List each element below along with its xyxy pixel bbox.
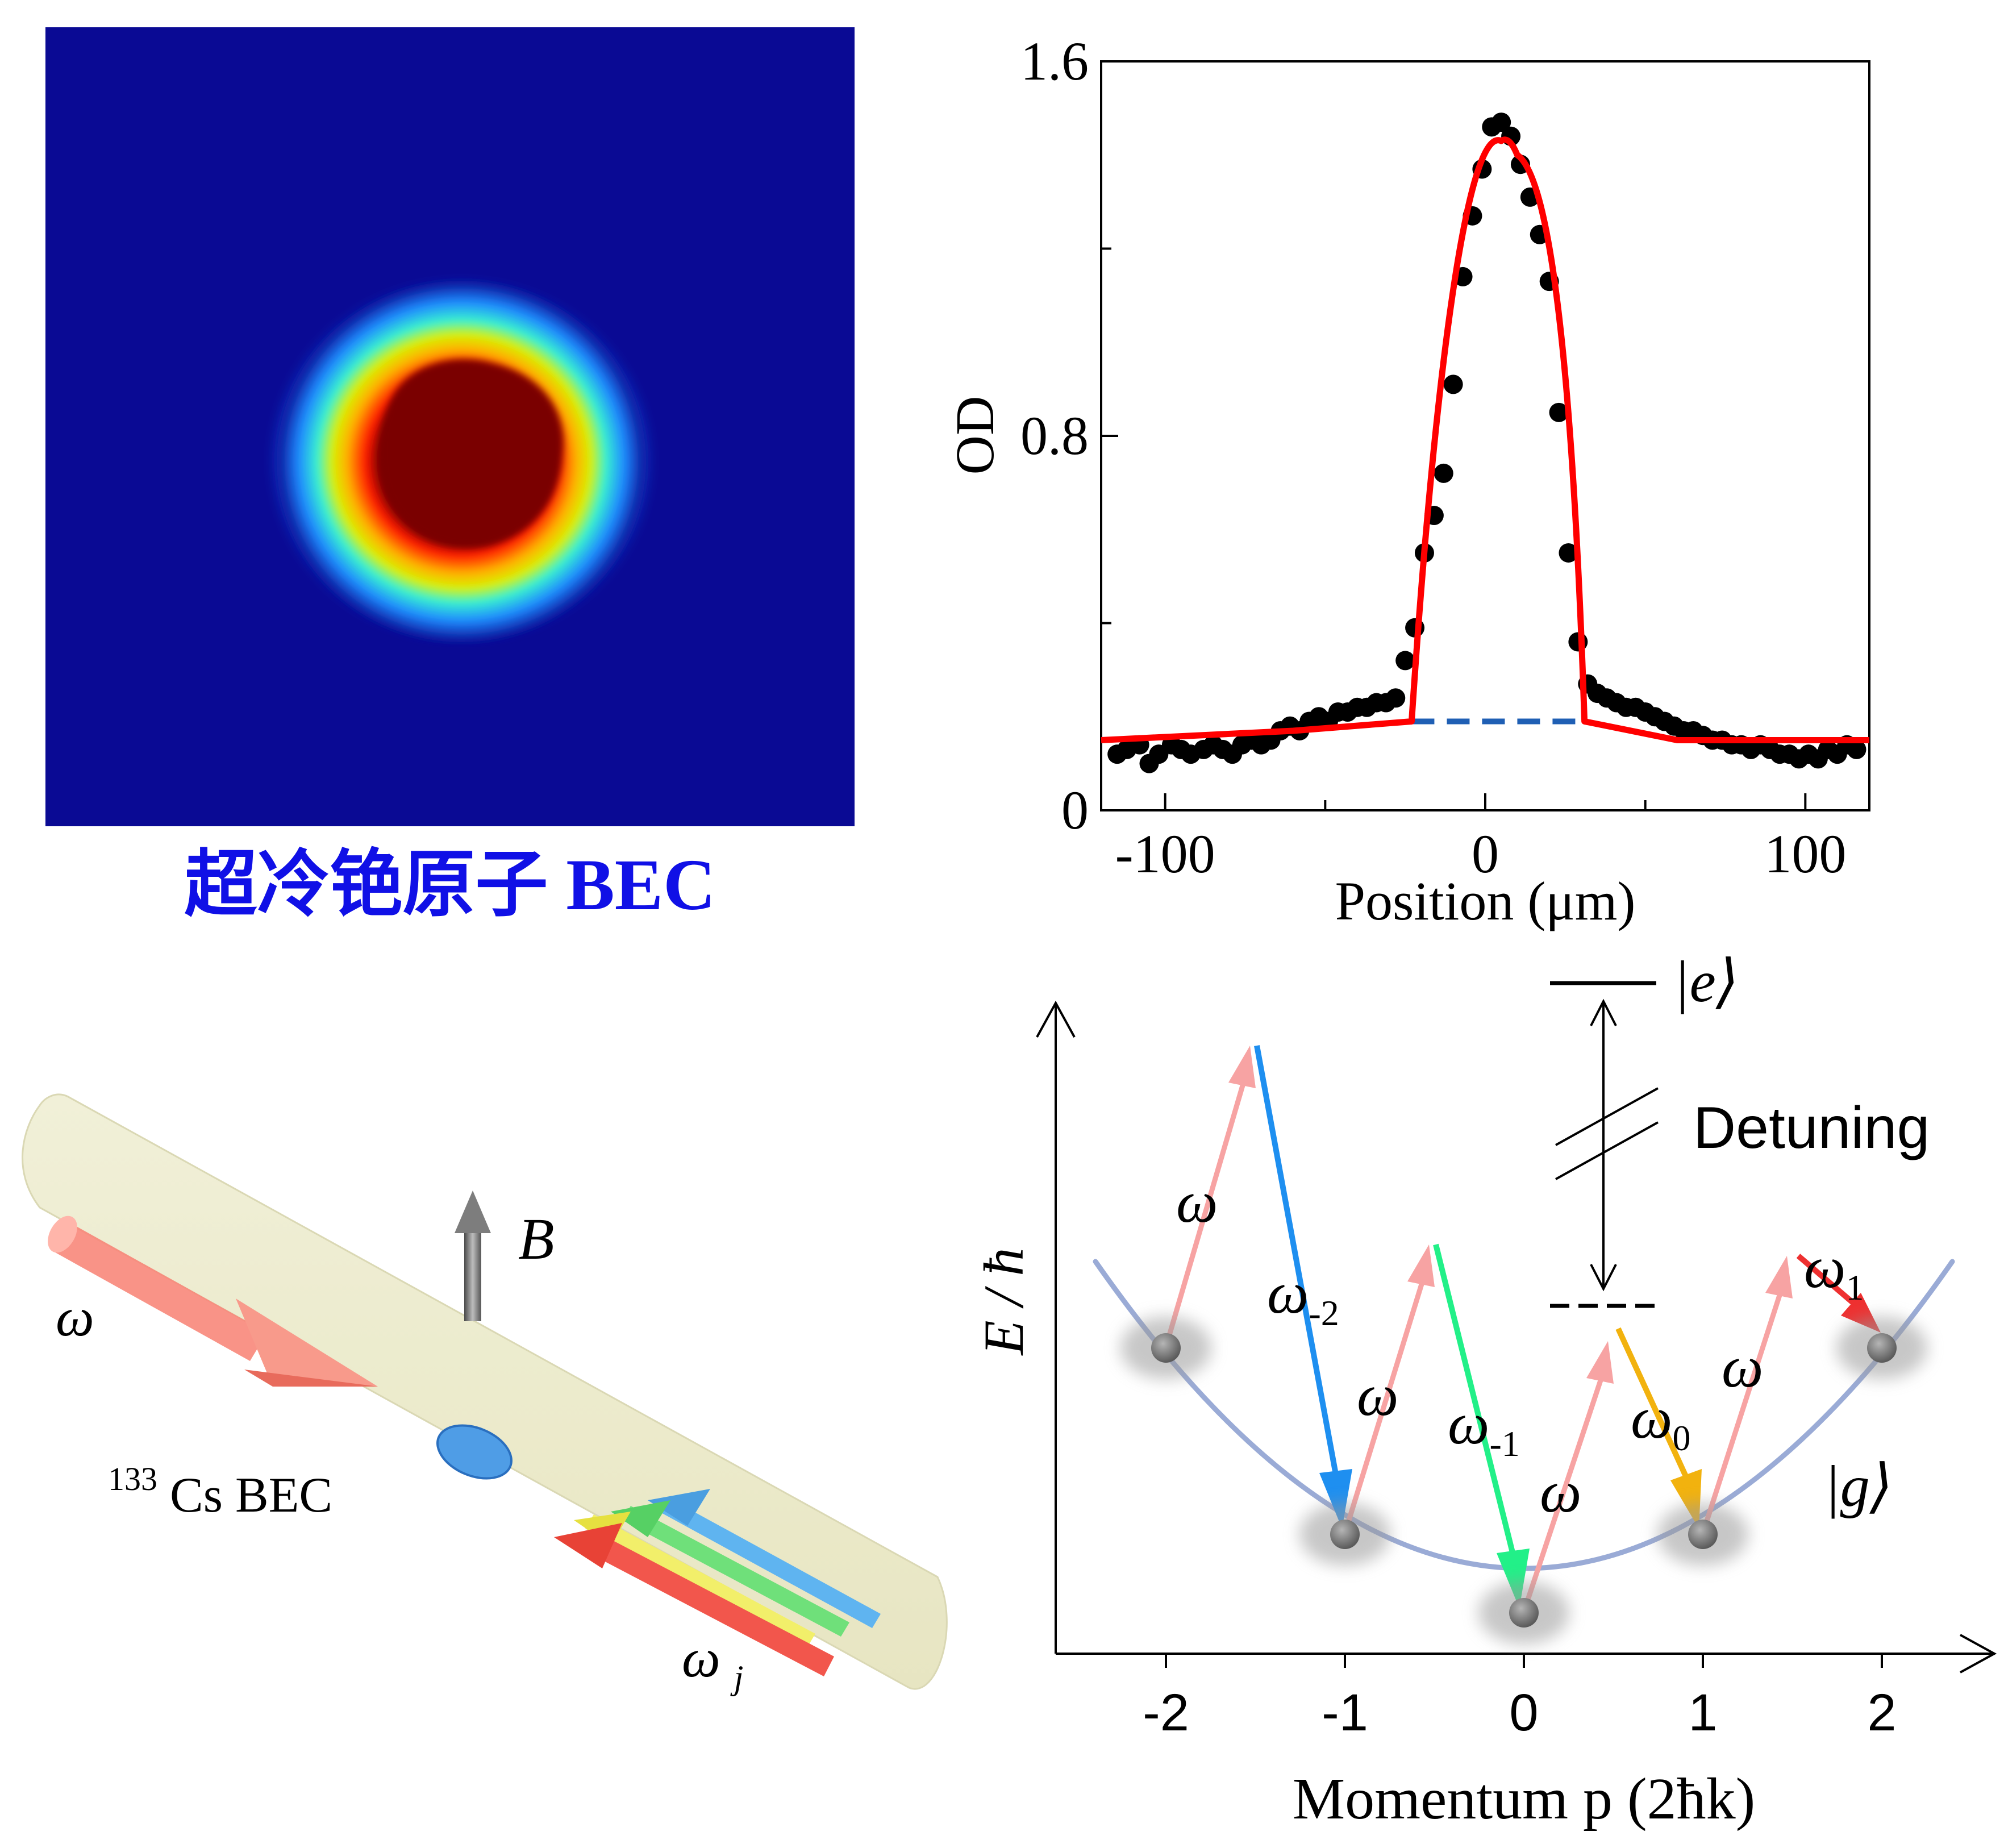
omega-minus1-base: ω	[1448, 1391, 1489, 1456]
state-dot-m2	[1151, 1333, 1181, 1363]
bec-species-label: 133 Cs BEC	[108, 1446, 332, 1523]
data-point	[1847, 739, 1866, 759]
momentum-ticks	[1165, 1654, 1883, 1668]
probe-beam-bundle	[554, 1489, 881, 1676]
pump-omega-label-1: ω	[1176, 1169, 1218, 1235]
ground-state-dispersion	[1093, 1259, 1955, 1571]
state-dot-2	[1867, 1333, 1897, 1363]
data-points	[1107, 113, 1866, 773]
axis-break-mark	[1555, 1087, 1659, 1146]
od-profile-chart: -100 0 100 0 0.8 1.6 Position (μm) OD	[944, 31, 1870, 931]
data-point	[1549, 402, 1569, 422]
energy-momentum-diagram: -2 -1 0 1 2 Momentum p (2ħk) E / ħ |e⟩ D…	[972, 949, 1997, 1832]
species-name: Cs BEC	[170, 1468, 332, 1523]
momentum-state-dots	[1120, 1317, 1927, 1644]
magnetic-field-label: B	[518, 1206, 555, 1272]
omega-0-label: ω0	[1631, 1385, 1690, 1458]
momentum-axis-arrowhead	[1960, 1634, 1997, 1674]
tick-label-1: 1	[1688, 1684, 1717, 1742]
omega-minus1-sub: -1	[1489, 1424, 1519, 1464]
pump-omega-label-4: ω	[1722, 1334, 1763, 1400]
pump-beam-arrow	[48, 1216, 378, 1387]
omega-1-base: ω	[1804, 1235, 1845, 1300]
pump-omega-label-2: ω	[1357, 1363, 1398, 1428]
bec-caption: 超冷铯原子 BEC	[184, 844, 715, 925]
data-point	[1559, 543, 1578, 563]
probe-omega-j-label: ω j	[682, 1628, 743, 1696]
omega-1-sub: 1	[1845, 1267, 1864, 1308]
excited-state-label: |e⟩	[1673, 949, 1739, 1014]
beam-geometry-panel: ω B 133 Cs BEC ω j	[22, 1093, 948, 1696]
bec-cloud-icon	[436, 1424, 513, 1480]
fit-curve	[1101, 136, 1869, 743]
probe-omega-sub: j	[730, 1659, 744, 1696]
y-tick-label: 0.8	[1020, 405, 1089, 466]
state-dot-1	[1688, 1520, 1718, 1549]
omega-minus2-base: ω	[1267, 1260, 1309, 1326]
x-tick-label: -100	[1115, 823, 1215, 884]
omega-minus2-label: ω-2	[1267, 1260, 1339, 1333]
tick-label-m1: -1	[1322, 1684, 1368, 1742]
chart-x-axis-label: Position (μm)	[1335, 871, 1636, 931]
probe-yellow-beam	[585, 1514, 815, 1648]
momentum-tick-labels: -2 -1 0 1 2	[1143, 1684, 1896, 1742]
tick-label-m2: -2	[1143, 1684, 1189, 1742]
x-tick-label: 0	[1472, 823, 1499, 884]
ground-state-label: |g⟩	[1824, 1454, 1893, 1519]
omega-0-base: ω	[1631, 1385, 1672, 1451]
data-point	[1491, 113, 1511, 132]
omega-minus2-sub: -2	[1309, 1293, 1339, 1333]
omega-1-label: ω1	[1804, 1235, 1864, 1308]
data-point	[1443, 374, 1463, 394]
chart-y-axis-label: OD	[944, 396, 1005, 475]
probe-green-beam	[622, 1506, 849, 1637]
chart-ticks	[1101, 60, 1807, 811]
probe-omega-base: ω	[682, 1628, 720, 1688]
bec-image-panel: 超冷铯原子 BEC	[45, 27, 855, 925]
data-point	[1386, 688, 1406, 708]
chart-tick-labels: -100 0 100 0 0.8 1.6	[1020, 31, 1846, 884]
diagram-x-axis-label: Momentum p (2ħk)	[1293, 1766, 1756, 1832]
state-dot-m1	[1330, 1520, 1360, 1549]
data-point	[1395, 651, 1415, 671]
data-point	[1434, 463, 1453, 483]
omega-minus1-label: ω-1	[1448, 1391, 1520, 1464]
probe-red-beam	[591, 1534, 834, 1676]
probe-blue-beam	[659, 1497, 881, 1628]
energy-axis-arrowhead	[1036, 1000, 1076, 1038]
pump-omega-label-3: ω	[1540, 1459, 1581, 1525]
tick-label-0: 0	[1509, 1684, 1538, 1742]
fit-line-path	[1101, 136, 1869, 743]
pump-omega-label: ω	[56, 1287, 94, 1347]
y-tick-label: 0	[1061, 780, 1089, 840]
bec-core	[379, 359, 564, 548]
detuning-label: Detuning	[1693, 1095, 1930, 1161]
x-tick-label: 100	[1764, 823, 1846, 884]
tick-label-2: 2	[1867, 1684, 1896, 1742]
state-dot-0	[1509, 1598, 1539, 1628]
isotope-superscript: 133	[108, 1460, 157, 1497]
omega-0-sub: 0	[1672, 1418, 1690, 1458]
pump-transitions	[1163, 1046, 1793, 1613]
dipole-trap-tube	[22, 1093, 948, 1690]
y-tick-label: 1.6	[1020, 31, 1089, 91]
magnetic-field-arrow	[455, 1191, 491, 1321]
diagram-y-axis-label: E / ħ	[972, 1248, 1035, 1356]
